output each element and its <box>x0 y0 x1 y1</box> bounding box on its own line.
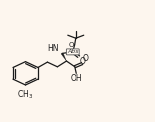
Text: O: O <box>83 54 89 63</box>
Text: O: O <box>79 57 85 66</box>
FancyBboxPatch shape <box>66 49 79 55</box>
Text: HN: HN <box>47 44 59 53</box>
Text: O: O <box>69 42 74 48</box>
Text: Abs: Abs <box>67 49 79 54</box>
Text: CH$_3$: CH$_3$ <box>17 89 34 101</box>
Polygon shape <box>61 53 66 61</box>
Text: OH: OH <box>70 74 82 83</box>
